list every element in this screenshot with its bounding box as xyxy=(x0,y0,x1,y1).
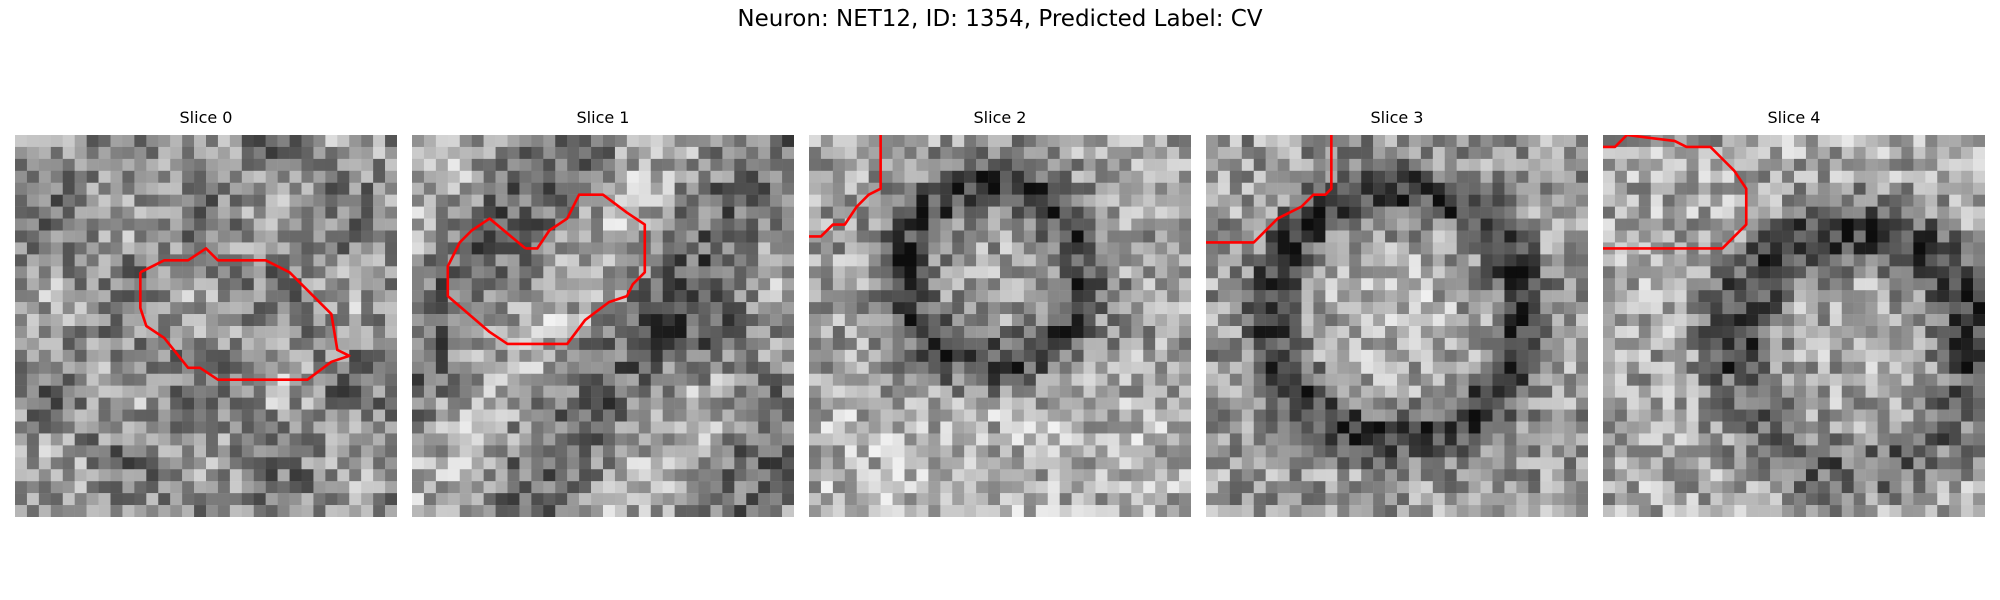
slice-title: Slice 1 xyxy=(576,108,630,127)
roi-contour xyxy=(446,193,647,346)
slice-title: Slice 4 xyxy=(1767,108,1821,127)
roi-contour xyxy=(1603,135,1748,250)
figure-title: Neuron: NET12, ID: 1354, Predicted Label… xyxy=(737,6,1263,32)
roi-contour xyxy=(139,247,351,382)
slice-image-0 xyxy=(15,135,397,517)
roi-contour xyxy=(1206,135,1333,244)
roi-contour xyxy=(809,135,882,238)
slice-image-4 xyxy=(1603,135,1985,517)
slice-title: Slice 2 xyxy=(973,108,1027,127)
slice-image-2 xyxy=(809,135,1191,517)
slice-image-1 xyxy=(412,135,794,517)
slice-image-3 xyxy=(1206,135,1588,517)
slice-title: Slice 3 xyxy=(1370,108,1424,127)
slice-title: Slice 0 xyxy=(179,108,233,127)
